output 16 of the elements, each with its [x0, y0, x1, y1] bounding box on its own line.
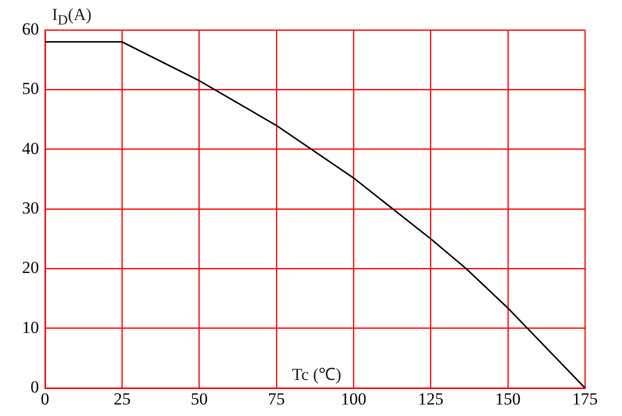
y-tick-label: 20: [22, 258, 39, 278]
y-tick-label: 10: [22, 318, 39, 337]
x-tick-label: 50: [190, 390, 208, 409]
x-tick-label: 100: [340, 390, 366, 409]
x-tick-label: 75: [268, 390, 285, 409]
y-axis-title: I$_{D}$(A): [52, 5, 92, 30]
y-tick-label: 50: [22, 79, 39, 98]
y-tick-label: 60: [22, 19, 39, 38]
x-tick-label: 150: [495, 390, 521, 409]
x-tick-label: 125: [418, 390, 444, 409]
y-tick-label: 30: [22, 198, 39, 218]
x-tick-label: 175: [572, 390, 598, 409]
y-tick-label: 40: [22, 138, 39, 158]
x-tick-label: 25: [114, 390, 131, 409]
y-tick-label: 0: [30, 377, 39, 396]
x-axis-title: Tc (℃): [290, 365, 344, 384]
